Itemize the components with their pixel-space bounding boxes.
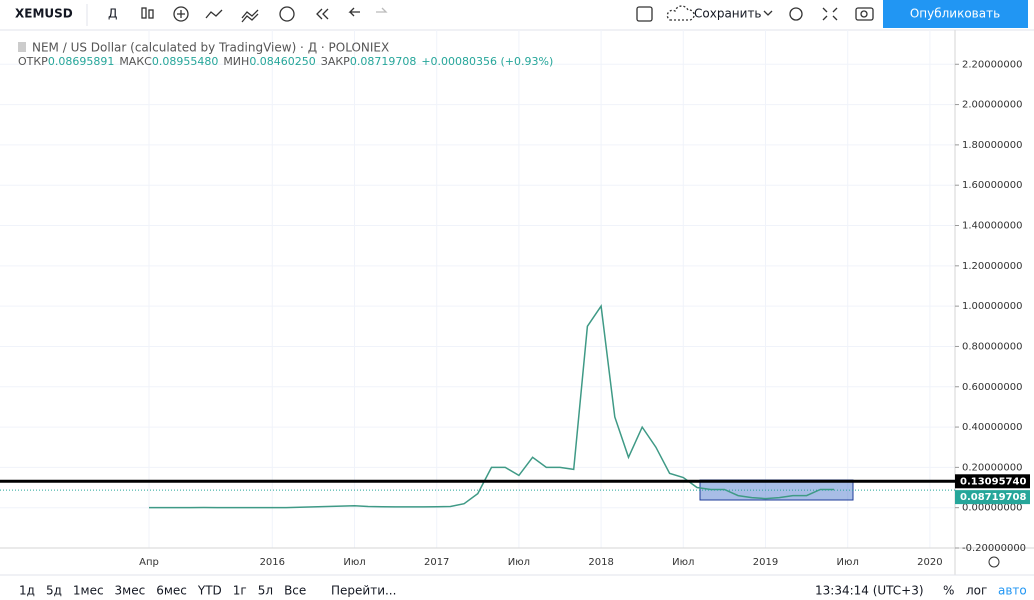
interval[interactable]: Д — [108, 7, 117, 21]
x-tick-label: Июл — [672, 557, 694, 568]
range-button[interactable]: Все — [284, 584, 306, 598]
close-value: 0.08719708 — [350, 55, 416, 68]
clock: 13:34:14 (UTC+3) — [815, 584, 924, 598]
redo-icon[interactable] — [376, 7, 388, 13]
y-tick-label: 0.60000000 — [962, 382, 1022, 393]
legend-ohlc: ОТКР0.08695891 МАКС0.08955480 МИН0.0846025… — [18, 55, 553, 68]
y-tick-label: 2.20000000 — [962, 59, 1022, 70]
range-button[interactable]: 3мес — [115, 584, 146, 598]
indicator-icon[interactable] — [173, 6, 189, 22]
alert-icon[interactable] — [241, 9, 259, 23]
price-label: 0.13095740 — [960, 476, 1026, 487]
range-button[interactable]: 1д — [19, 584, 35, 598]
x-tick-label: 2018 — [588, 557, 613, 568]
publish-button[interactable] — [883, 0, 1028, 28]
y-tick-label: 1.00000000 — [962, 301, 1022, 312]
close-label: ЗАКР — [321, 55, 350, 68]
goto-button[interactable]: Перейти... — [331, 584, 396, 598]
range-button[interactable]: 6мес — [156, 584, 187, 598]
x-tick-label: 2019 — [753, 557, 778, 568]
range-button[interactable]: YTD — [197, 584, 222, 598]
open-value: 0.08695891 — [48, 55, 114, 68]
x-tick-label: Июл — [508, 557, 530, 568]
rewind-icon[interactable] — [316, 8, 329, 20]
y-tick-label: 0.40000000 — [962, 422, 1022, 433]
y-tick-label: 1.80000000 — [962, 140, 1022, 151]
y-tick-label: 0.00000000 — [962, 503, 1022, 514]
undo-icon[interactable] — [348, 7, 360, 17]
change-value: +0.00080356 (+0.93%) — [421, 55, 553, 68]
snapshot-icon[interactable] — [855, 7, 874, 21]
y-tick-label: -0.20000000 — [962, 543, 1026, 554]
fullscreen-icon[interactable] — [822, 7, 838, 21]
price-line — [149, 304, 834, 509]
low-label: МИН — [223, 55, 249, 68]
save-button[interactable]: Сохранить — [694, 7, 762, 21]
high-label: МАКС — [119, 55, 152, 68]
y-tick-label: 1.40000000 — [962, 221, 1022, 232]
publish-label[interactable]: Опубликовать — [910, 7, 1000, 21]
y-tick-label: 0.20000000 — [962, 462, 1022, 473]
x-tick-label: Июл — [837, 557, 859, 568]
settings-icon[interactable] — [789, 7, 803, 21]
x-tick-label: Июл — [343, 557, 365, 568]
candle-icon[interactable] — [148, 9, 154, 19]
plus — [177, 10, 185, 18]
price-label-box — [955, 474, 1030, 489]
y-tick-label: 1.60000000 — [962, 180, 1022, 191]
candle-icon[interactable] — [141, 7, 147, 19]
toolbar-icons — [141, 5, 874, 23]
compare-icon[interactable] — [205, 9, 223, 19]
legend-icon — [18, 42, 26, 52]
low-value: 0.08460250 — [249, 55, 315, 68]
replay-icon[interactable] — [279, 6, 295, 22]
open-label: ОТКР — [18, 55, 48, 68]
layout-icon[interactable] — [636, 6, 653, 22]
toolbar — [0, 0, 1034, 30]
range-buttons: 1д 5д 1мес 3мес 6мес YTD 1г 5л Все — [19, 584, 306, 598]
symbol[interactable]: XEMUSD — [15, 7, 73, 21]
percent-toggle[interactable]: % — [943, 584, 954, 598]
x-tick-label: 2017 — [424, 557, 449, 568]
lens — [860, 10, 868, 18]
x-tick-label: 2016 — [260, 557, 285, 568]
x-tick-label: 2020 — [917, 557, 942, 568]
cloud-icon — [666, 5, 695, 21]
range-button[interactable]: 1г — [233, 584, 247, 598]
x-tick-label: Апр — [139, 557, 159, 568]
price-label: 0.08719708 — [960, 492, 1026, 503]
dropdown[interactable] — [763, 10, 773, 16]
price-label-box — [955, 490, 1030, 505]
y-tick-label: 1.20000000 — [962, 261, 1022, 272]
log-toggle[interactable]: лог — [966, 584, 987, 598]
high-value: 0.08955480 — [152, 55, 218, 68]
legend-title[interactable]: NEM / US Dollar (calculated by TradingVi… — [32, 41, 389, 55]
axis-settings-icon[interactable] — [988, 556, 1000, 568]
range-button[interactable]: 5л — [258, 584, 273, 598]
y-tick-label: 2.00000000 — [962, 100, 1022, 111]
range-button[interactable]: 1мес — [73, 584, 104, 598]
y-tick-label: 0.80000000 — [962, 341, 1022, 352]
auto-toggle[interactable]: авто — [998, 584, 1027, 598]
grid — [0, 30, 955, 549]
range-button[interactable]: 5д — [46, 584, 62, 598]
